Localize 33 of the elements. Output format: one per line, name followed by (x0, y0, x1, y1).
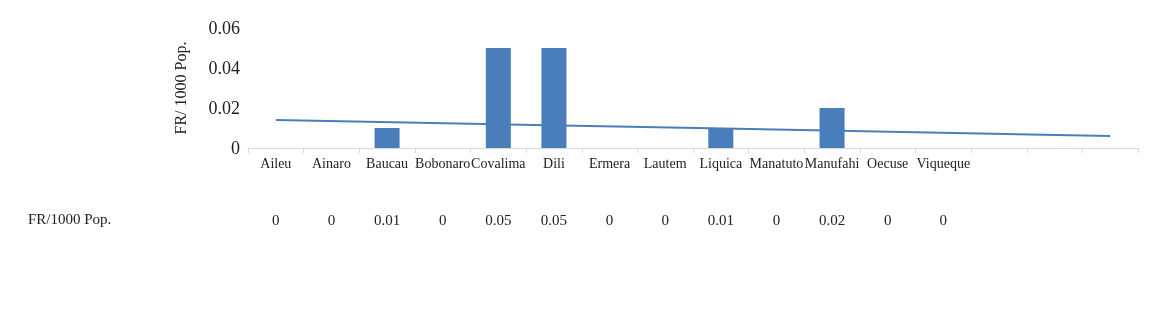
data-label: 0.01 (373, 212, 401, 228)
y-axis-title: FR/ 1000 Pop. (171, 41, 190, 135)
data-label: 0 (883, 212, 892, 228)
data-label: 0.05 (485, 212, 512, 228)
x-tick-label: Manufahi (804, 155, 860, 171)
x-tick-label: Manatuto (749, 155, 804, 171)
x-tick-label: Aileu (260, 155, 292, 171)
data-label: 0 (272, 212, 280, 228)
x-tick-label: Covalima (471, 155, 527, 171)
y-tick-label: 0.06 (208, 18, 240, 38)
x-tick-label: Oecuse (867, 155, 909, 171)
x-tick-label: Bobonaro (415, 155, 471, 171)
data-label: 0 (327, 212, 336, 228)
y-tick-label: 0 (231, 138, 240, 158)
x-tick-label: Ermera (588, 155, 631, 171)
y-tick-label: 0.04 (208, 58, 240, 78)
y-tick-label: 0.02 (208, 98, 240, 118)
x-tick-label: Dili (543, 155, 565, 171)
data-label: 0 (939, 212, 948, 228)
data-label: 0.02 (818, 212, 846, 228)
data-label: 0 (605, 212, 614, 228)
data-label: 0.05 (540, 212, 568, 228)
data-label: 0.01 (707, 212, 734, 228)
bar (374, 128, 400, 148)
x-tick-label: Liquica (699, 155, 743, 171)
text: FR/1000 Pop. (28, 210, 112, 227)
data-label: 0 (438, 212, 447, 228)
x-tick-label: Viqueque (916, 155, 971, 171)
data-label: 0 (772, 212, 781, 228)
x-tick-label: Baucau (366, 155, 409, 171)
x-tick-label: Ainaro (311, 155, 351, 171)
data-label: 0 (661, 212, 669, 228)
x-tick-label: Lautem (643, 155, 687, 171)
